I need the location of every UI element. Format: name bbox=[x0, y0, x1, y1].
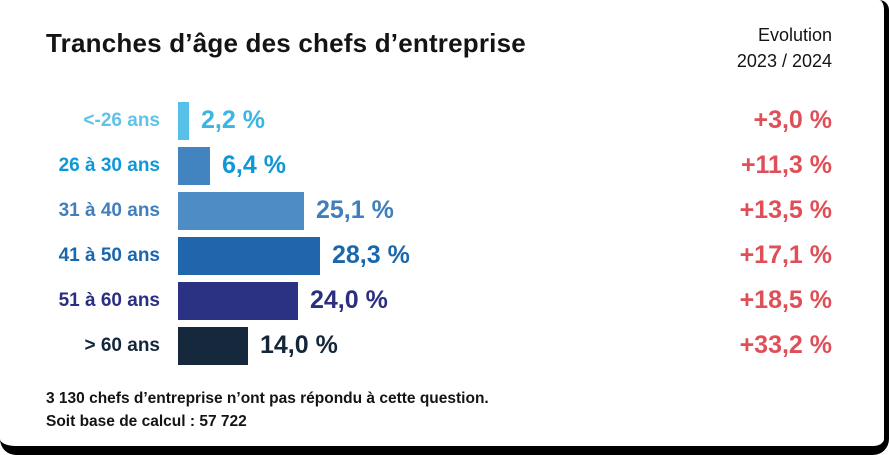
card-content: Tranches d’âge des chefs d’entreprise Ev… bbox=[46, 22, 832, 433]
chart-row: <-26 ans 2,2 % +3,0 % bbox=[46, 98, 832, 143]
evolution-value: +11,3 % bbox=[740, 151, 832, 180]
evolution-header-line1: Evolution bbox=[757, 25, 832, 45]
footnote: 3 130 chefs d’entreprise n’ont pas répon… bbox=[46, 388, 832, 433]
bar-zone: 6,4 % bbox=[178, 146, 672, 185]
bar-zone: 24,0 % bbox=[178, 281, 672, 320]
bar bbox=[178, 236, 320, 275]
bar-value-label: 24,0 % bbox=[310, 286, 388, 315]
evolution-value: +3,0 % bbox=[753, 106, 832, 135]
bar-zone: 25,1 % bbox=[178, 191, 672, 230]
evolution-value: +18,5 % bbox=[739, 286, 832, 315]
category-label: 26 à 30 ans bbox=[58, 154, 160, 176]
page-title: Tranches d’âge des chefs d’entreprise bbox=[46, 28, 526, 58]
bar-value-label: 2,2 % bbox=[201, 106, 265, 135]
evolution-value: +13,5 % bbox=[739, 196, 832, 225]
chart-row: 41 à 50 ans 28,3 % +17,1 % bbox=[46, 233, 832, 278]
chart-row: 51 à 60 ans 24,0 % +18,5 % bbox=[46, 278, 832, 323]
footnote-line2: Soit base de calcul : 57 722 bbox=[46, 412, 247, 430]
bar bbox=[178, 101, 189, 140]
bar-zone: 14,0 % bbox=[178, 326, 672, 365]
bar bbox=[178, 191, 304, 230]
evolution-value: +17,1 % bbox=[739, 241, 832, 270]
bar-value-label: 14,0 % bbox=[260, 331, 338, 360]
bar bbox=[178, 281, 298, 320]
bar-zone: 2,2 % bbox=[178, 101, 672, 140]
header: Tranches d’âge des chefs d’entreprise Ev… bbox=[46, 22, 832, 74]
chart-row: 31 à 40 ans 25,1 % +13,5 % bbox=[46, 188, 832, 233]
category-label: 41 à 50 ans bbox=[58, 244, 160, 266]
category-label: 31 à 40 ans bbox=[58, 199, 160, 221]
bar bbox=[178, 326, 248, 365]
bar-value-label: 6,4 % bbox=[222, 151, 286, 180]
footnote-line1: 3 130 chefs d’entreprise n’ont pas répon… bbox=[46, 390, 489, 408]
age-bar-chart: <-26 ans 2,2 % +3,0 % 26 à 30 ans 6,4 % … bbox=[46, 98, 832, 368]
bar bbox=[178, 146, 210, 185]
chart-row: > 60 ans 14,0 % +33,2 % bbox=[46, 323, 832, 368]
evolution-column-header: Evolution 2023 / 2024 bbox=[737, 22, 832, 74]
evolution-header-line2: 2023 / 2024 bbox=[736, 51, 832, 72]
chart-row: 26 à 30 ans 6,4 % +11,3 % bbox=[46, 143, 832, 188]
bar-zone: 28,3 % bbox=[178, 236, 672, 275]
category-label: 51 à 60 ans bbox=[58, 289, 160, 311]
bar-value-label: 28,3 % bbox=[332, 241, 410, 270]
category-label: > 60 ans bbox=[84, 334, 160, 356]
bar-value-label: 25,1 % bbox=[316, 196, 394, 225]
evolution-value: +33,2 % bbox=[739, 331, 832, 360]
category-label: <-26 ans bbox=[83, 109, 160, 131]
